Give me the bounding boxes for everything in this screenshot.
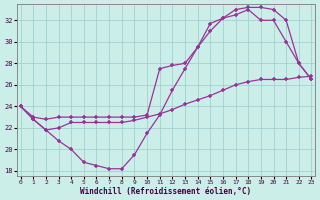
X-axis label: Windchill (Refroidissement éolien,°C): Windchill (Refroidissement éolien,°C) (80, 187, 252, 196)
